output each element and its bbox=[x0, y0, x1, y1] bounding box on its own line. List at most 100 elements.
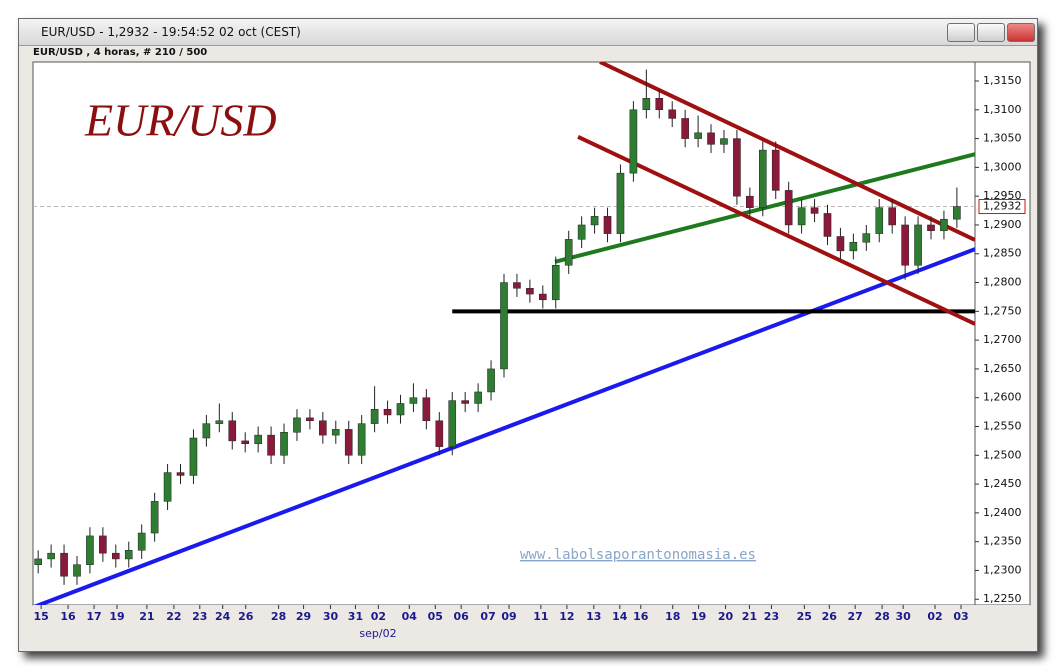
candle-body bbox=[642, 98, 651, 111]
x-tick-label: 14 bbox=[612, 610, 628, 623]
y-tick-label: 1,2250 bbox=[983, 592, 1022, 605]
candle-body bbox=[797, 207, 806, 226]
candle-body bbox=[189, 437, 198, 476]
y-tick-label: 1,2350 bbox=[983, 535, 1022, 548]
candle-body bbox=[616, 172, 625, 234]
plot bbox=[33, 62, 975, 605]
x-tick-label: 22 bbox=[166, 610, 181, 623]
candle-body bbox=[940, 218, 948, 231]
candle-body bbox=[34, 558, 42, 565]
candle-body bbox=[137, 532, 146, 551]
candle-body bbox=[784, 190, 793, 226]
y-tick-label: 1,2750 bbox=[983, 304, 1022, 317]
candle-body bbox=[564, 239, 573, 266]
candle-body bbox=[914, 224, 922, 266]
y-tick-label: 1,2400 bbox=[983, 506, 1022, 519]
candle-body bbox=[435, 420, 444, 447]
trend-line bbox=[599, 62, 975, 242]
candle-body bbox=[927, 224, 935, 231]
candle-body bbox=[629, 109, 638, 174]
candle-body bbox=[487, 368, 495, 393]
window-title: EUR/USD - 1,2932 - 19:54:52 02 oct (CEST… bbox=[41, 25, 301, 39]
minimize-button[interactable] bbox=[947, 23, 975, 42]
y-tick-label: 1,3000 bbox=[983, 160, 1022, 173]
candle-body bbox=[590, 216, 599, 226]
candle-body bbox=[60, 552, 68, 577]
x-tick-label: 26 bbox=[238, 610, 254, 623]
candle-body bbox=[293, 417, 301, 433]
candle-body bbox=[448, 400, 457, 447]
candle-body bbox=[551, 265, 560, 301]
month-label: sep/02 bbox=[359, 627, 396, 640]
y-tick-label: 1,2850 bbox=[983, 247, 1022, 260]
candle-body bbox=[681, 118, 689, 139]
close-button[interactable] bbox=[1007, 23, 1035, 42]
x-tick-label: 06 bbox=[454, 610, 470, 623]
x-tick-label: 17 bbox=[86, 610, 101, 623]
y-tick-label: 1,2300 bbox=[983, 563, 1022, 576]
x-tick-label: 30 bbox=[896, 610, 912, 623]
x-tick-label: 28 bbox=[271, 610, 286, 623]
candle-body bbox=[254, 434, 262, 445]
x-tick-label: 25 bbox=[797, 610, 812, 623]
candle-body bbox=[86, 535, 94, 565]
y-tick-label: 1,2950 bbox=[983, 189, 1022, 202]
candle-body bbox=[383, 408, 392, 416]
candle-body bbox=[228, 420, 237, 442]
candle-body bbox=[733, 138, 741, 197]
trend-line bbox=[577, 135, 975, 326]
candle-body bbox=[47, 552, 55, 560]
candle-body bbox=[280, 432, 288, 456]
y-tick-label: 1,3100 bbox=[983, 103, 1022, 116]
candle-body bbox=[396, 403, 405, 416]
candle-body bbox=[577, 224, 586, 240]
y-tick-label: 1,2550 bbox=[983, 419, 1022, 432]
x-tick-label: 11 bbox=[533, 610, 548, 623]
x-tick-label: 19 bbox=[691, 610, 706, 623]
last-price-box bbox=[978, 199, 1026, 215]
trend-line bbox=[554, 152, 975, 264]
candle-body bbox=[241, 440, 250, 445]
x-tick-label: 23 bbox=[192, 610, 207, 623]
watermark: www.labolsaporantonomasia.es bbox=[520, 547, 756, 563]
y-tick-label: 1,3050 bbox=[983, 132, 1022, 145]
candle-body bbox=[655, 98, 664, 111]
candle-body bbox=[526, 288, 534, 295]
candle-body bbox=[124, 550, 133, 560]
y-tick-label: 1,2700 bbox=[983, 333, 1022, 346]
candle-body bbox=[370, 408, 379, 424]
candle-body bbox=[461, 400, 469, 404]
x-tick-label: 21 bbox=[742, 610, 757, 623]
y-tick-label: 1,2450 bbox=[983, 477, 1022, 490]
candle-body bbox=[267, 434, 275, 456]
x-tick-label: 16 bbox=[633, 610, 649, 623]
x-tick-label: 31 bbox=[348, 610, 363, 623]
x-tick-label: 28 bbox=[874, 610, 889, 623]
candle-body bbox=[409, 397, 418, 404]
restore-button[interactable] bbox=[977, 23, 1005, 42]
candle-body bbox=[150, 501, 159, 534]
candle-body bbox=[668, 109, 677, 119]
candle-body bbox=[953, 206, 961, 220]
candle-body bbox=[862, 233, 871, 243]
candle-body bbox=[888, 207, 896, 226]
time-axis bbox=[33, 605, 1030, 647]
x-tick-label: 07 bbox=[480, 610, 495, 623]
candle-body bbox=[306, 417, 314, 421]
y-tick-label: 1,2500 bbox=[983, 448, 1022, 461]
y-tick-label: 1,2800 bbox=[983, 276, 1022, 289]
candle-body bbox=[836, 236, 845, 252]
x-tick-label: 13 bbox=[586, 610, 601, 623]
candle-body bbox=[422, 397, 431, 421]
x-tick-label: 09 bbox=[501, 610, 516, 623]
x-tick-label: 23 bbox=[764, 610, 779, 623]
chart-subtitle: EUR/USD , 4 horas, # 210 / 500 bbox=[33, 47, 208, 58]
trend-line bbox=[33, 247, 975, 605]
candle-body bbox=[331, 429, 340, 436]
y-tick-label: 1,2900 bbox=[983, 218, 1022, 231]
candle-body bbox=[810, 207, 819, 214]
price-axis bbox=[974, 61, 1031, 606]
x-tick-label: 29 bbox=[296, 610, 311, 623]
candle-body bbox=[758, 149, 767, 208]
